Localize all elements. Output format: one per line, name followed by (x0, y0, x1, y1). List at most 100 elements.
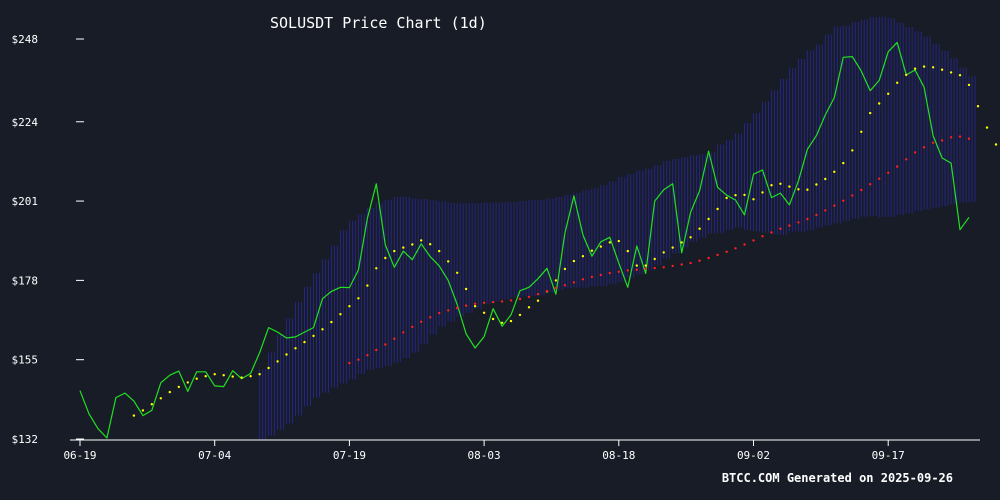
ma-short-point (258, 373, 261, 376)
ma-short-point (491, 317, 495, 321)
band-layer (259, 16, 976, 439)
ma-long-point (536, 293, 540, 296)
ma-short-point (348, 305, 351, 308)
ma-long-point (384, 343, 387, 346)
ma-short-point (303, 340, 306, 344)
ma-short-point (680, 241, 683, 244)
ma-long-point (878, 177, 881, 180)
ma-short-point (231, 375, 234, 378)
ma-short-point (339, 313, 342, 316)
ma-short-point (411, 243, 414, 246)
ma-short-point (518, 313, 522, 317)
ma-short-point (330, 320, 333, 324)
ma-long-point (456, 306, 459, 310)
ma-short-point (509, 319, 513, 323)
ma-short-point (456, 271, 459, 274)
ma-short-point (851, 149, 854, 152)
ma-short-point (770, 184, 773, 187)
ma-long-point (842, 199, 845, 202)
ma-long-point (662, 266, 665, 269)
ma-short-point (662, 251, 665, 254)
ma-short-point (366, 284, 369, 287)
ma-short-point (743, 193, 746, 197)
ma-short-point (761, 191, 764, 194)
ma-short-point (500, 321, 504, 324)
ma-short-point (922, 65, 926, 68)
ma-long-point (635, 268, 638, 271)
ma-short-point (195, 377, 198, 380)
ma-long-point (653, 266, 656, 270)
ma-short-point (958, 74, 962, 77)
x-tick-label: 07-19 (333, 449, 366, 462)
ma-short-point (429, 243, 432, 246)
ma-long-point (797, 221, 800, 224)
ma-short-point (375, 267, 378, 270)
ma-long-point (689, 261, 692, 265)
ma-long-point (348, 361, 351, 365)
ma-long-point (680, 263, 683, 266)
ma-long-point (913, 151, 917, 154)
x-tick-label: 08-03 (468, 449, 501, 462)
ma-long-point (887, 171, 890, 174)
ma-long-point (931, 141, 935, 144)
ma-long-point (590, 275, 594, 279)
ma-short-point (177, 385, 180, 389)
ma-long-point (518, 297, 522, 301)
ma-long-point (500, 300, 504, 303)
ma-short-point (294, 347, 297, 350)
axis-layer: $132 $155 $178 $201 $224 $248 06-19 07-04 07-19 0… (12, 33, 980, 462)
ma-short-point (608, 241, 611, 244)
ma-long-point (779, 227, 782, 230)
ma-long-point (608, 271, 611, 275)
ma-long-point (572, 281, 576, 284)
ma-short-point (752, 198, 755, 201)
ma-long-point (491, 300, 495, 304)
y-tick-label: $224 (12, 116, 39, 129)
ma-long-point (698, 259, 701, 262)
ma-long-point (509, 299, 513, 302)
ma-short-point (572, 259, 576, 263)
ma-long-point (644, 267, 647, 270)
ma-long-point (393, 337, 396, 340)
ma-short-point (276, 360, 279, 363)
ma-short-point (590, 249, 594, 252)
ma-short-point (617, 239, 620, 243)
ma-short-point (482, 311, 486, 314)
x-tick-label: 06-19 (63, 449, 96, 462)
y-tick-label: $248 (12, 33, 39, 46)
ma-long-point (527, 295, 531, 299)
ma-short-point (707, 217, 710, 221)
ma-long-point (563, 284, 567, 287)
ma-long-point (429, 316, 432, 319)
ma-long-point (949, 136, 953, 139)
ma-long-point (617, 270, 620, 273)
ma-long-point (833, 204, 836, 207)
ma-short-point (698, 227, 701, 230)
ma-long-point (725, 250, 728, 253)
ma-short-point (815, 183, 818, 186)
ma-long-point (482, 301, 486, 304)
ma-short-point (994, 143, 998, 146)
ma-long-point (851, 194, 854, 197)
ma-short-point (249, 375, 252, 378)
ma-long-point (671, 264, 674, 268)
ma-short-point (420, 239, 423, 242)
ma-short-point (285, 353, 288, 356)
ma-short-point (599, 245, 602, 248)
ma-short-point (222, 374, 225, 377)
ma-short-point (878, 102, 881, 105)
ma-long-point (447, 309, 450, 312)
ma-short-point (949, 71, 953, 74)
ma-short-point (132, 414, 136, 417)
ma-long-point (554, 286, 558, 290)
ma-short-point (931, 66, 935, 69)
ma-short-point (473, 305, 477, 308)
ma-short-point (797, 188, 800, 191)
ma-long-point (366, 354, 369, 357)
ma-short-point (150, 403, 153, 406)
ma-short-point (267, 366, 270, 370)
moving-average-layer (132, 65, 998, 417)
ma-short-point (159, 397, 162, 400)
ma-short-point (905, 73, 908, 77)
